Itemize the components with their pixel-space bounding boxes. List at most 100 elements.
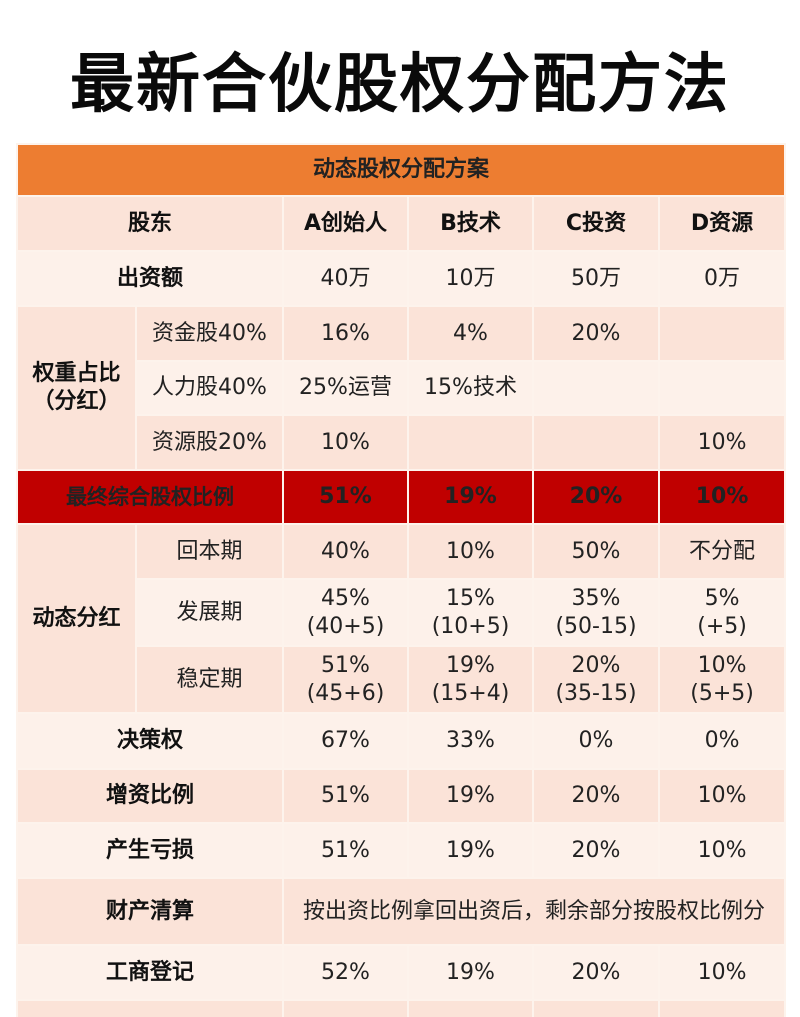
- final-cell: 19%: [407, 469, 534, 525]
- cell: [657, 999, 787, 1017]
- row-label: 增资比例: [16, 768, 284, 824]
- cell-main: 35%: [571, 585, 621, 611]
- cell-sub: (40+5): [306, 613, 385, 639]
- table-row-dynamic-payback: 动态分红 回本期 40% 10% 50% 不分配: [16, 523, 787, 714]
- final-cell: 51%: [282, 469, 409, 525]
- row-label: 稳定期: [135, 645, 284, 714]
- cell: 10%: [657, 822, 787, 879]
- header-col-d: D资源: [657, 195, 787, 252]
- cell: 19%: [407, 768, 534, 824]
- cell: [532, 999, 660, 1017]
- header-col-a: A创始人: [282, 195, 409, 252]
- table-row-investment: 出资额 40万 10万 50万 0万: [16, 250, 787, 307]
- cell: 25%运营: [282, 360, 409, 416]
- row-label: 财产清算: [16, 877, 284, 946]
- cell: [16, 999, 284, 1017]
- cell: 10%: [657, 414, 787, 471]
- header-col-b: B技术: [407, 195, 534, 252]
- cell-main: 19%: [446, 652, 495, 678]
- cell: 35% (50-15): [532, 578, 660, 647]
- cell-sub: (50-15): [555, 613, 637, 639]
- header-label: 股东: [16, 195, 284, 252]
- cell-main: 10%: [697, 652, 747, 678]
- table-row-weight-capital: 权重占比 （分红） 资金股40% 16% 4% 20%: [16, 305, 787, 471]
- cell: 20%: [532, 822, 660, 879]
- table-row-weight-resource: 资源股20% 10% 10%: [17, 414, 787, 471]
- cell: 19% (15+4): [407, 645, 534, 714]
- cell: 52%: [282, 944, 409, 1001]
- weights-group-label: 权重占比 （分红）: [16, 305, 137, 471]
- cell-sub: (45+6): [306, 680, 385, 706]
- row-label: 出资额: [16, 250, 284, 307]
- cell-sub: (35-15): [555, 680, 637, 706]
- row-label: 人力股40%: [135, 360, 284, 416]
- cell: [407, 999, 534, 1017]
- cell: 10万: [407, 250, 534, 307]
- cell-main: 51%: [321, 652, 370, 678]
- cell-sub: (15+4): [431, 680, 510, 706]
- cell: 0万: [657, 250, 787, 307]
- cell: 5% (+5): [657, 578, 787, 647]
- cell: [657, 360, 787, 416]
- cell-sub: (5+5): [690, 680, 754, 706]
- cell: 10% (5+5): [657, 645, 787, 714]
- cell: 40万: [282, 250, 409, 307]
- cell-main: 15%: [446, 585, 495, 611]
- cell-sub: (10+5): [431, 613, 510, 639]
- row-label: 回本期: [135, 523, 284, 580]
- table-row-dynamic-stable: 稳定期 51% (45+6) 19% (15+4) 20% (35-15) 10% (5…: [17, 645, 787, 714]
- row-label: 产生亏损: [16, 822, 284, 879]
- dynamic-group-label: 动态分红: [16, 523, 137, 714]
- header-row: 股东 A创始人 B技术 C投资 D资源: [16, 195, 787, 252]
- cell: 20% (35-15): [532, 645, 660, 714]
- page-title: 最新合伙股权分配方法: [70, 48, 730, 122]
- liquidation-text: 按出资比例拿回出资后，剩余部分按股权比例分: [281, 877, 787, 946]
- cell: 33%: [407, 712, 534, 770]
- cell: 16%: [282, 305, 409, 362]
- weights-group-label-line2: （分红）: [32, 389, 121, 414]
- table-row-registration: 工商登记 52% 19% 20% 10%: [16, 944, 787, 1001]
- cell: 19%: [407, 944, 534, 1001]
- table-row-losses: 产生亏损 51% 19% 20% 10%: [16, 822, 787, 879]
- cell: 20%: [532, 944, 660, 1001]
- cell: 0%: [532, 712, 660, 770]
- cell: 20%: [532, 305, 660, 362]
- cell: 10%: [407, 523, 534, 580]
- weights-group-label-line1: 权重占比: [32, 361, 121, 386]
- final-cell: 10%: [657, 469, 787, 525]
- cell: 10%: [657, 768, 787, 824]
- table-row-decision: 决策权 67% 33% 0% 0%: [16, 712, 787, 770]
- cell-main: 20%: [571, 652, 621, 678]
- cell: 51%: [282, 822, 409, 879]
- table-row-dynamic-growth: 发展期 45% (40+5) 15% (10+5) 35% (50-15) 5% (+5…: [17, 578, 787, 647]
- cell: 51% (45+6): [282, 645, 409, 714]
- cell: 20%: [532, 768, 660, 824]
- cell: [407, 414, 534, 471]
- final-label: 最终综合股权比例: [16, 469, 284, 525]
- cell: 51%: [282, 768, 409, 824]
- cell: [282, 999, 409, 1017]
- cell: 10%: [282, 414, 409, 471]
- cell: 40%: [282, 523, 409, 580]
- table-row-liquidation: 财产清算 按出资比例拿回出资后，剩余部分按股权比例分: [16, 877, 787, 946]
- cell: 50万: [532, 250, 660, 307]
- cell: 4%: [407, 305, 534, 362]
- table-row-capital-increase: 增资比例 51% 19% 20% 10%: [16, 768, 787, 824]
- cell-main: 5%: [704, 585, 740, 611]
- cell: [657, 305, 787, 362]
- row-label: 工商登记: [16, 944, 284, 1001]
- cell: 0%: [657, 712, 787, 770]
- equity-table: 动态股权分配方案 股东 A创始人 B技术 C投资 D资源 出资额 40万 10万…: [15, 143, 787, 1017]
- table-banner-row: 动态股权分配方案: [15, 143, 787, 197]
- cell: [532, 360, 660, 416]
- row-label: 决策权: [16, 712, 284, 770]
- row-label: 资金股40%: [135, 305, 284, 362]
- cell: 67%: [282, 712, 409, 770]
- cell-main: 45%: [321, 585, 370, 611]
- cell: 45% (40+5): [282, 578, 409, 647]
- row-label: 资源股20%: [135, 414, 284, 471]
- final-cell: 20%: [532, 469, 660, 525]
- table-row-final: 最终综合股权比例 51% 19% 20% 10%: [16, 469, 787, 525]
- cell: 不分配: [657, 523, 787, 580]
- cell-sub: (+5): [697, 613, 747, 639]
